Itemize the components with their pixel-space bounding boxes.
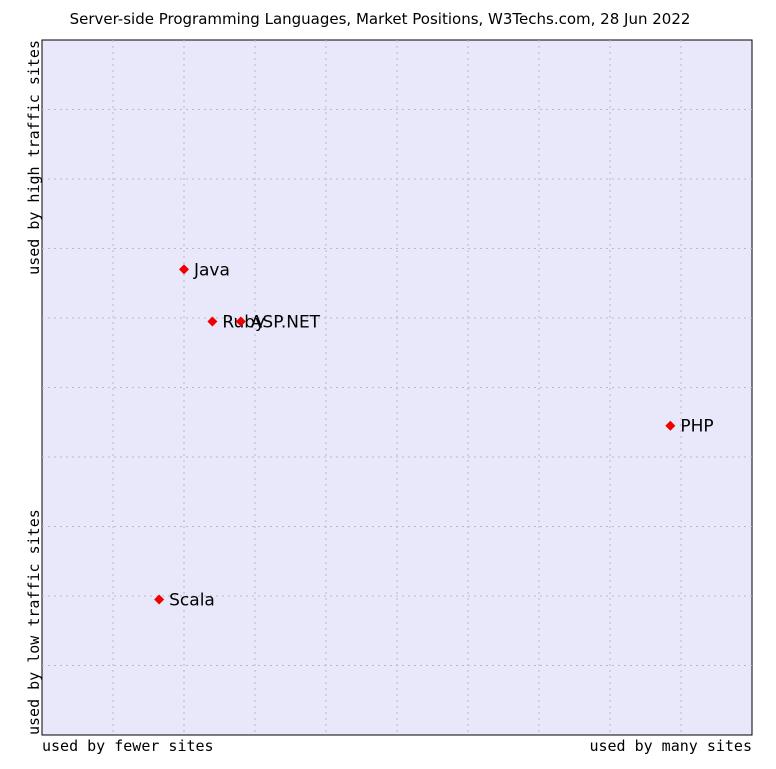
data-point-label: Scala [169,590,215,610]
chart-title: Server-side Programming Languages, Marke… [70,10,691,28]
grid [42,40,752,735]
data-point-marker [179,264,189,275]
data-point-marker [154,594,165,605]
data-point-marker [235,316,246,327]
data-point-marker [207,316,218,327]
y-axis-label-bottom: used by low traffic sites [25,509,43,735]
y-axis-label-top: used by high traffic sites [25,40,43,275]
x-axis-label-left: used by fewer sites [42,737,214,755]
data-point-label: ASP.NET [251,312,321,332]
data-point-label: PHP [680,417,713,437]
data-point-marker [665,420,676,431]
x-axis-label-right: used by many sites [589,737,752,755]
data-point-label: Java [193,260,230,280]
